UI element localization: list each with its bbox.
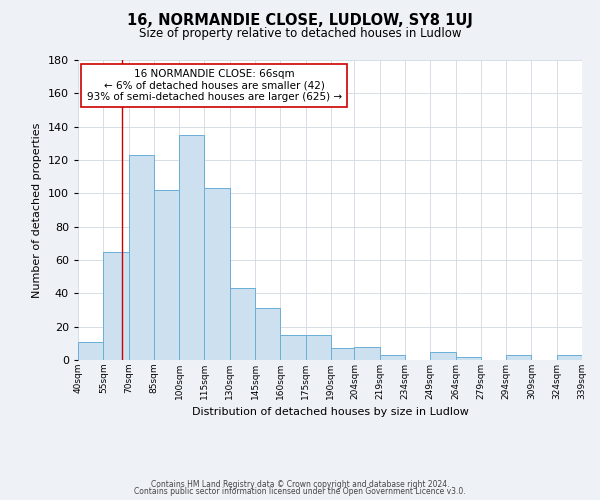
Bar: [305, 335, 331, 360]
Text: Contains public sector information licensed under the Open Government Licence v3: Contains public sector information licen…: [134, 487, 466, 496]
Text: Size of property relative to detached houses in Ludlow: Size of property relative to detached ho…: [139, 28, 461, 40]
Bar: [230, 288, 255, 360]
Y-axis label: Number of detached properties: Number of detached properties: [32, 122, 42, 298]
Bar: [128, 155, 154, 360]
Text: 16 NORMANDIE CLOSE: 66sqm
← 6% of detached houses are smaller (42)
93% of semi-d: 16 NORMANDIE CLOSE: 66sqm ← 6% of detach…: [86, 69, 341, 102]
Bar: [557, 355, 582, 360]
Bar: [103, 252, 128, 360]
Text: Contains HM Land Registry data © Crown copyright and database right 2024.: Contains HM Land Registry data © Crown c…: [151, 480, 449, 489]
Bar: [205, 188, 230, 360]
Bar: [355, 346, 380, 360]
Bar: [179, 135, 205, 360]
Bar: [255, 308, 280, 360]
Bar: [154, 190, 179, 360]
Bar: [380, 355, 405, 360]
Bar: [78, 342, 103, 360]
Text: 16, NORMANDIE CLOSE, LUDLOW, SY8 1UJ: 16, NORMANDIE CLOSE, LUDLOW, SY8 1UJ: [127, 12, 473, 28]
Bar: [331, 348, 355, 360]
Bar: [506, 355, 532, 360]
Bar: [280, 335, 305, 360]
Bar: [455, 356, 481, 360]
Bar: [430, 352, 455, 360]
X-axis label: Distribution of detached houses by size in Ludlow: Distribution of detached houses by size …: [191, 408, 469, 418]
